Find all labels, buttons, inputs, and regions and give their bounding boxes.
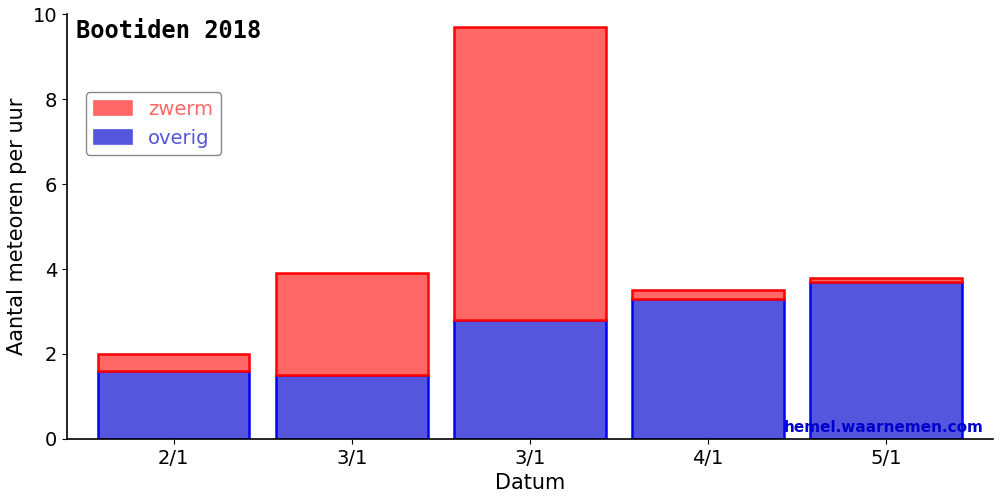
Y-axis label: Aantal meteoren per uur: Aantal meteoren per uur	[7, 98, 27, 355]
Bar	[276, 375, 428, 439]
Bar	[810, 278, 962, 282]
Bar	[98, 354, 249, 371]
Bar	[454, 27, 606, 320]
Bar	[454, 320, 606, 439]
Text: Bootiden 2018: Bootiden 2018	[76, 18, 261, 42]
X-axis label: Datum: Datum	[495, 473, 565, 493]
Bar	[810, 282, 962, 439]
Bar	[98, 371, 249, 439]
Bar	[632, 290, 784, 298]
Bar	[276, 274, 428, 375]
Text: hemel.waarnemen.com: hemel.waarnemen.com	[784, 420, 984, 434]
Legend: zwerm, overig: zwerm, overig	[86, 92, 221, 156]
Bar	[632, 298, 784, 439]
